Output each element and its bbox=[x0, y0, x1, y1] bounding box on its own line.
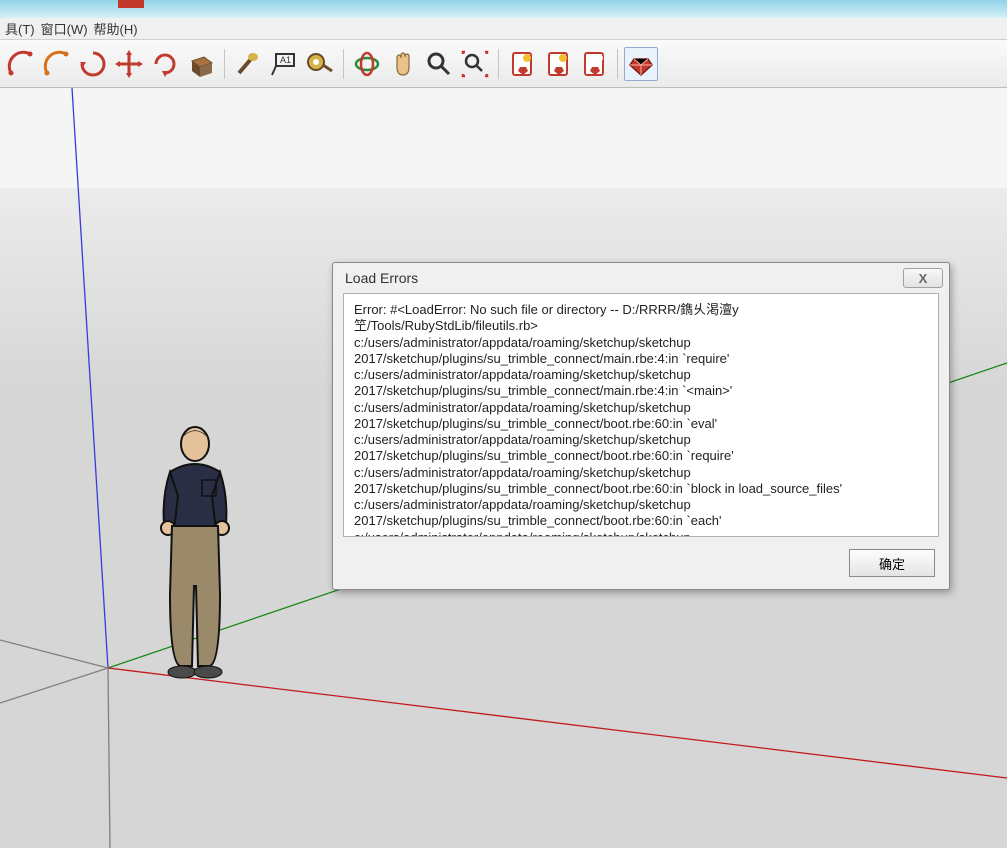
ruby-doc-3-icon[interactable] bbox=[577, 47, 611, 81]
scale-figure bbox=[161, 427, 229, 678]
dialog-close-button[interactable]: X bbox=[903, 268, 943, 288]
load-errors-dialog: Load Errors X Error: #<LoadError: No suc… bbox=[332, 262, 950, 590]
toolbar-separator bbox=[224, 49, 225, 79]
close-icon: X bbox=[919, 271, 928, 286]
pushpull-icon[interactable] bbox=[184, 47, 218, 81]
dialog-title-text: Load Errors bbox=[345, 270, 418, 286]
rotate-icon[interactable] bbox=[148, 47, 182, 81]
dialog-titlebar[interactable]: Load Errors X bbox=[333, 263, 949, 293]
toolbar-separator bbox=[498, 49, 499, 79]
brush-icon[interactable] bbox=[231, 47, 265, 81]
axis-gray1 bbox=[0, 668, 108, 703]
ruby-doc-2-icon[interactable] bbox=[541, 47, 575, 81]
window-frame-top bbox=[0, 0, 1007, 18]
ruby-doc-1-icon[interactable] bbox=[505, 47, 539, 81]
zoom-icon[interactable] bbox=[422, 47, 456, 81]
ruby-gem-icon[interactable] bbox=[624, 47, 658, 81]
text-label-icon[interactable]: A1 bbox=[267, 47, 301, 81]
move-icon[interactable] bbox=[112, 47, 146, 81]
toolbar: A1 bbox=[0, 40, 1007, 88]
arc-orange-icon[interactable] bbox=[40, 47, 74, 81]
pan-hand-icon[interactable] bbox=[386, 47, 420, 81]
svg-text:A1: A1 bbox=[280, 55, 291, 65]
zoom-extents-icon[interactable] bbox=[458, 47, 492, 81]
arc-red-icon[interactable] bbox=[4, 47, 38, 81]
swirl-red-icon[interactable] bbox=[76, 47, 110, 81]
menu-window[interactable]: 窗口(W) bbox=[38, 17, 91, 40]
toolbar-separator bbox=[617, 49, 618, 79]
toolbar-separator bbox=[343, 49, 344, 79]
sky bbox=[0, 88, 1007, 188]
menubar: 具(T)窗口(W)帮助(H) bbox=[0, 18, 1007, 40]
ok-button[interactable]: 确定 bbox=[849, 549, 935, 577]
menu-tools[interactable]: 具(T) bbox=[2, 17, 38, 40]
orbit-green-icon[interactable] bbox=[350, 47, 384, 81]
axis-red bbox=[108, 668, 1007, 778]
axis-gray3 bbox=[108, 668, 110, 848]
menu-help[interactable]: 帮助(H) bbox=[91, 17, 141, 40]
dialog-footer: 确定 bbox=[333, 545, 949, 589]
error-text-area[interactable]: Error: #<LoadError: No such file or dire… bbox=[343, 293, 939, 537]
tape-icon[interactable] bbox=[303, 47, 337, 81]
axis-gray2 bbox=[0, 640, 108, 668]
